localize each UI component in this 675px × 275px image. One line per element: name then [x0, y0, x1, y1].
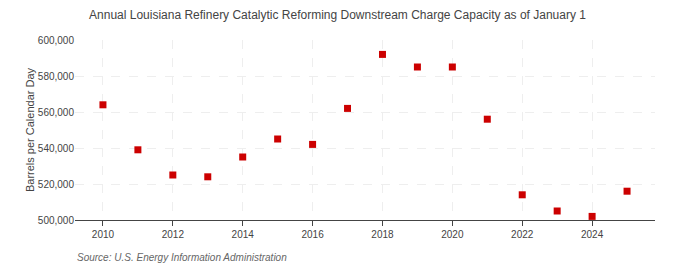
svg-text:540,000: 540,000: [38, 143, 75, 154]
svg-text:580,000: 580,000: [38, 71, 75, 82]
svg-text:2014: 2014: [232, 229, 255, 240]
svg-text:2010: 2010: [92, 229, 115, 240]
svg-text:560,000: 560,000: [38, 107, 75, 118]
svg-text:520,000: 520,000: [38, 179, 75, 190]
svg-text:2016: 2016: [301, 229, 324, 240]
svg-text:Source: U.S. Energy Informatio: Source: U.S. Energy Information Administ…: [77, 252, 287, 263]
svg-text:2012: 2012: [162, 229, 185, 240]
svg-text:600,000: 600,000: [38, 35, 75, 46]
svg-text:2018: 2018: [371, 229, 394, 240]
svg-text:2022: 2022: [511, 229, 534, 240]
svg-text:2020: 2020: [441, 229, 464, 240]
svg-text:Barrels per Calendar Day: Barrels per Calendar Day: [24, 67, 36, 192]
svg-text:2024: 2024: [581, 229, 604, 240]
svg-text:Annual Louisiana Refinery Cata: Annual Louisiana Refinery Catalytic Refo…: [89, 8, 586, 22]
svg-text:500,000: 500,000: [38, 215, 75, 226]
